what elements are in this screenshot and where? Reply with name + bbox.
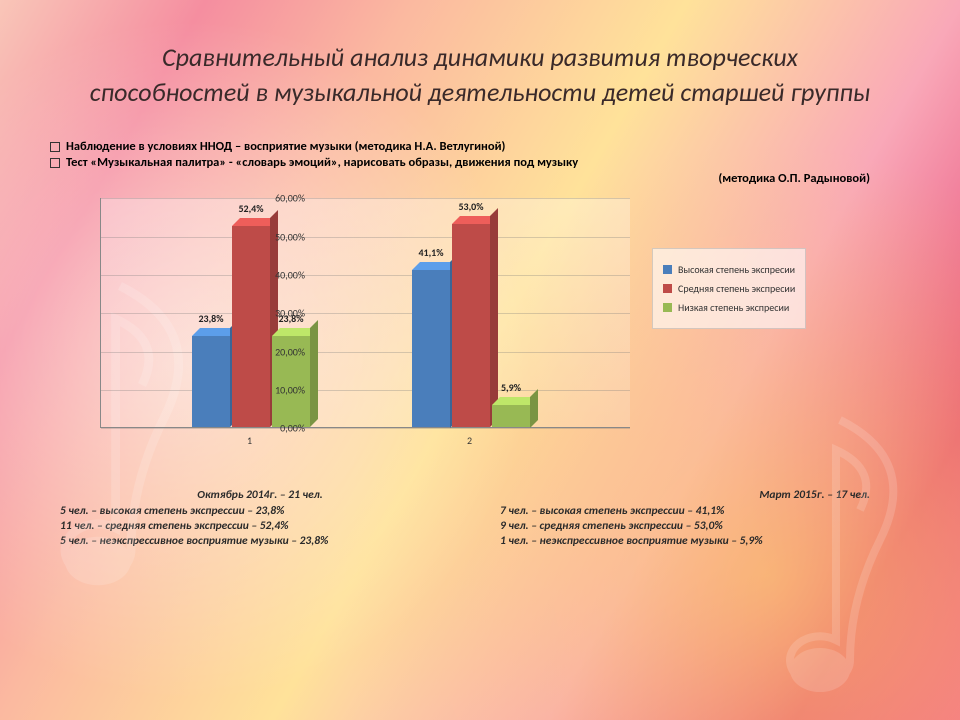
footer-right-line: 7 чел. – высокая степень экспрессии – 41…: [500, 504, 900, 518]
footer-summary: Октябрь 2014г. – 21 чел. 5 чел. – высока…: [0, 478, 960, 549]
bullet-2-attribution: (методика О.П. Радыновой): [50, 171, 910, 186]
y-axis-tick: 60,00%: [275, 192, 305, 205]
comparison-bar-chart: 23,8%52,4%23,8%41,1%53,0%5,9% Высокая ст…: [100, 198, 840, 478]
footer-left-line: 11 чел. – средняя степень экспрессии – 5…: [60, 519, 460, 533]
legend-label: Средняя степень экспресии: [678, 282, 795, 295]
y-axis-tick: 0,00%: [280, 422, 305, 435]
bar: 23,8%: [192, 336, 230, 427]
footer-right-line: 1 чел. – неэкспрессивное восприятие музы…: [500, 534, 900, 548]
bar-value-label: 5,9%: [501, 381, 521, 394]
x-axis-category: 1: [247, 434, 252, 447]
legend-swatch-icon: [663, 284, 672, 293]
bar-value-label: 41,1%: [418, 246, 443, 259]
legend-swatch-icon: [663, 303, 672, 312]
footer-left-line: 5 чел. – высокая степень экспрессии – 23…: [60, 504, 460, 518]
bullet-box-icon: [50, 142, 60, 152]
y-axis-tick: 20,00%: [275, 345, 305, 358]
chart-legend: Высокая степень экспресии Средняя степень…: [652, 248, 806, 329]
footer-right-line: 9 чел. – средняя степень экспрессии – 53…: [500, 519, 900, 533]
bar: 5,9%: [492, 405, 530, 428]
page-title: Сравнительный анализ динамики развития т…: [0, 0, 960, 120]
bullet-box-icon: [50, 158, 60, 168]
y-axis-tick: 50,00%: [275, 230, 305, 243]
bar-value-label: 52,4%: [238, 202, 263, 215]
bar: 52,4%: [232, 226, 270, 427]
legend-item: Средняя степень экспресии: [663, 282, 795, 295]
legend-label: Низкая степень экспресии: [678, 301, 789, 314]
bar: 41,1%: [412, 270, 450, 428]
x-axis-category: 2: [467, 434, 472, 447]
y-axis-tick: 10,00%: [275, 383, 305, 396]
methodology-bullets: Наблюдение в условиях ННОД – восприятие …: [0, 120, 960, 190]
legend-swatch-icon: [663, 265, 672, 274]
legend-item: Высокая степень экспресии: [663, 263, 795, 276]
footer-right-head: Март 2015г. – 17 чел.: [500, 488, 900, 502]
legend-item: Низкая степень экспресии: [663, 301, 795, 314]
y-axis-tick: 40,00%: [275, 268, 305, 281]
legend-label: Высокая степень экспресии: [678, 263, 795, 276]
footer-left-head: Октябрь 2014г. – 21 чел.: [60, 488, 460, 502]
bar-value-label: 23,8%: [198, 312, 223, 325]
bullet-1: Наблюдение в условиях ННОД – восприятие …: [66, 139, 505, 154]
y-axis-tick: 30,00%: [275, 307, 305, 320]
bullet-2: Тест «Музыкальная палитра» - «словарь эм…: [66, 155, 578, 170]
bar-value-label: 53,0%: [458, 200, 483, 213]
bar: 53,0%: [452, 224, 490, 427]
chart-plot-area: 23,8%52,4%23,8%41,1%53,0%5,9%: [100, 198, 630, 428]
footer-left-line: 5 чел. – неэкспрессивное восприятие музы…: [60, 534, 460, 548]
